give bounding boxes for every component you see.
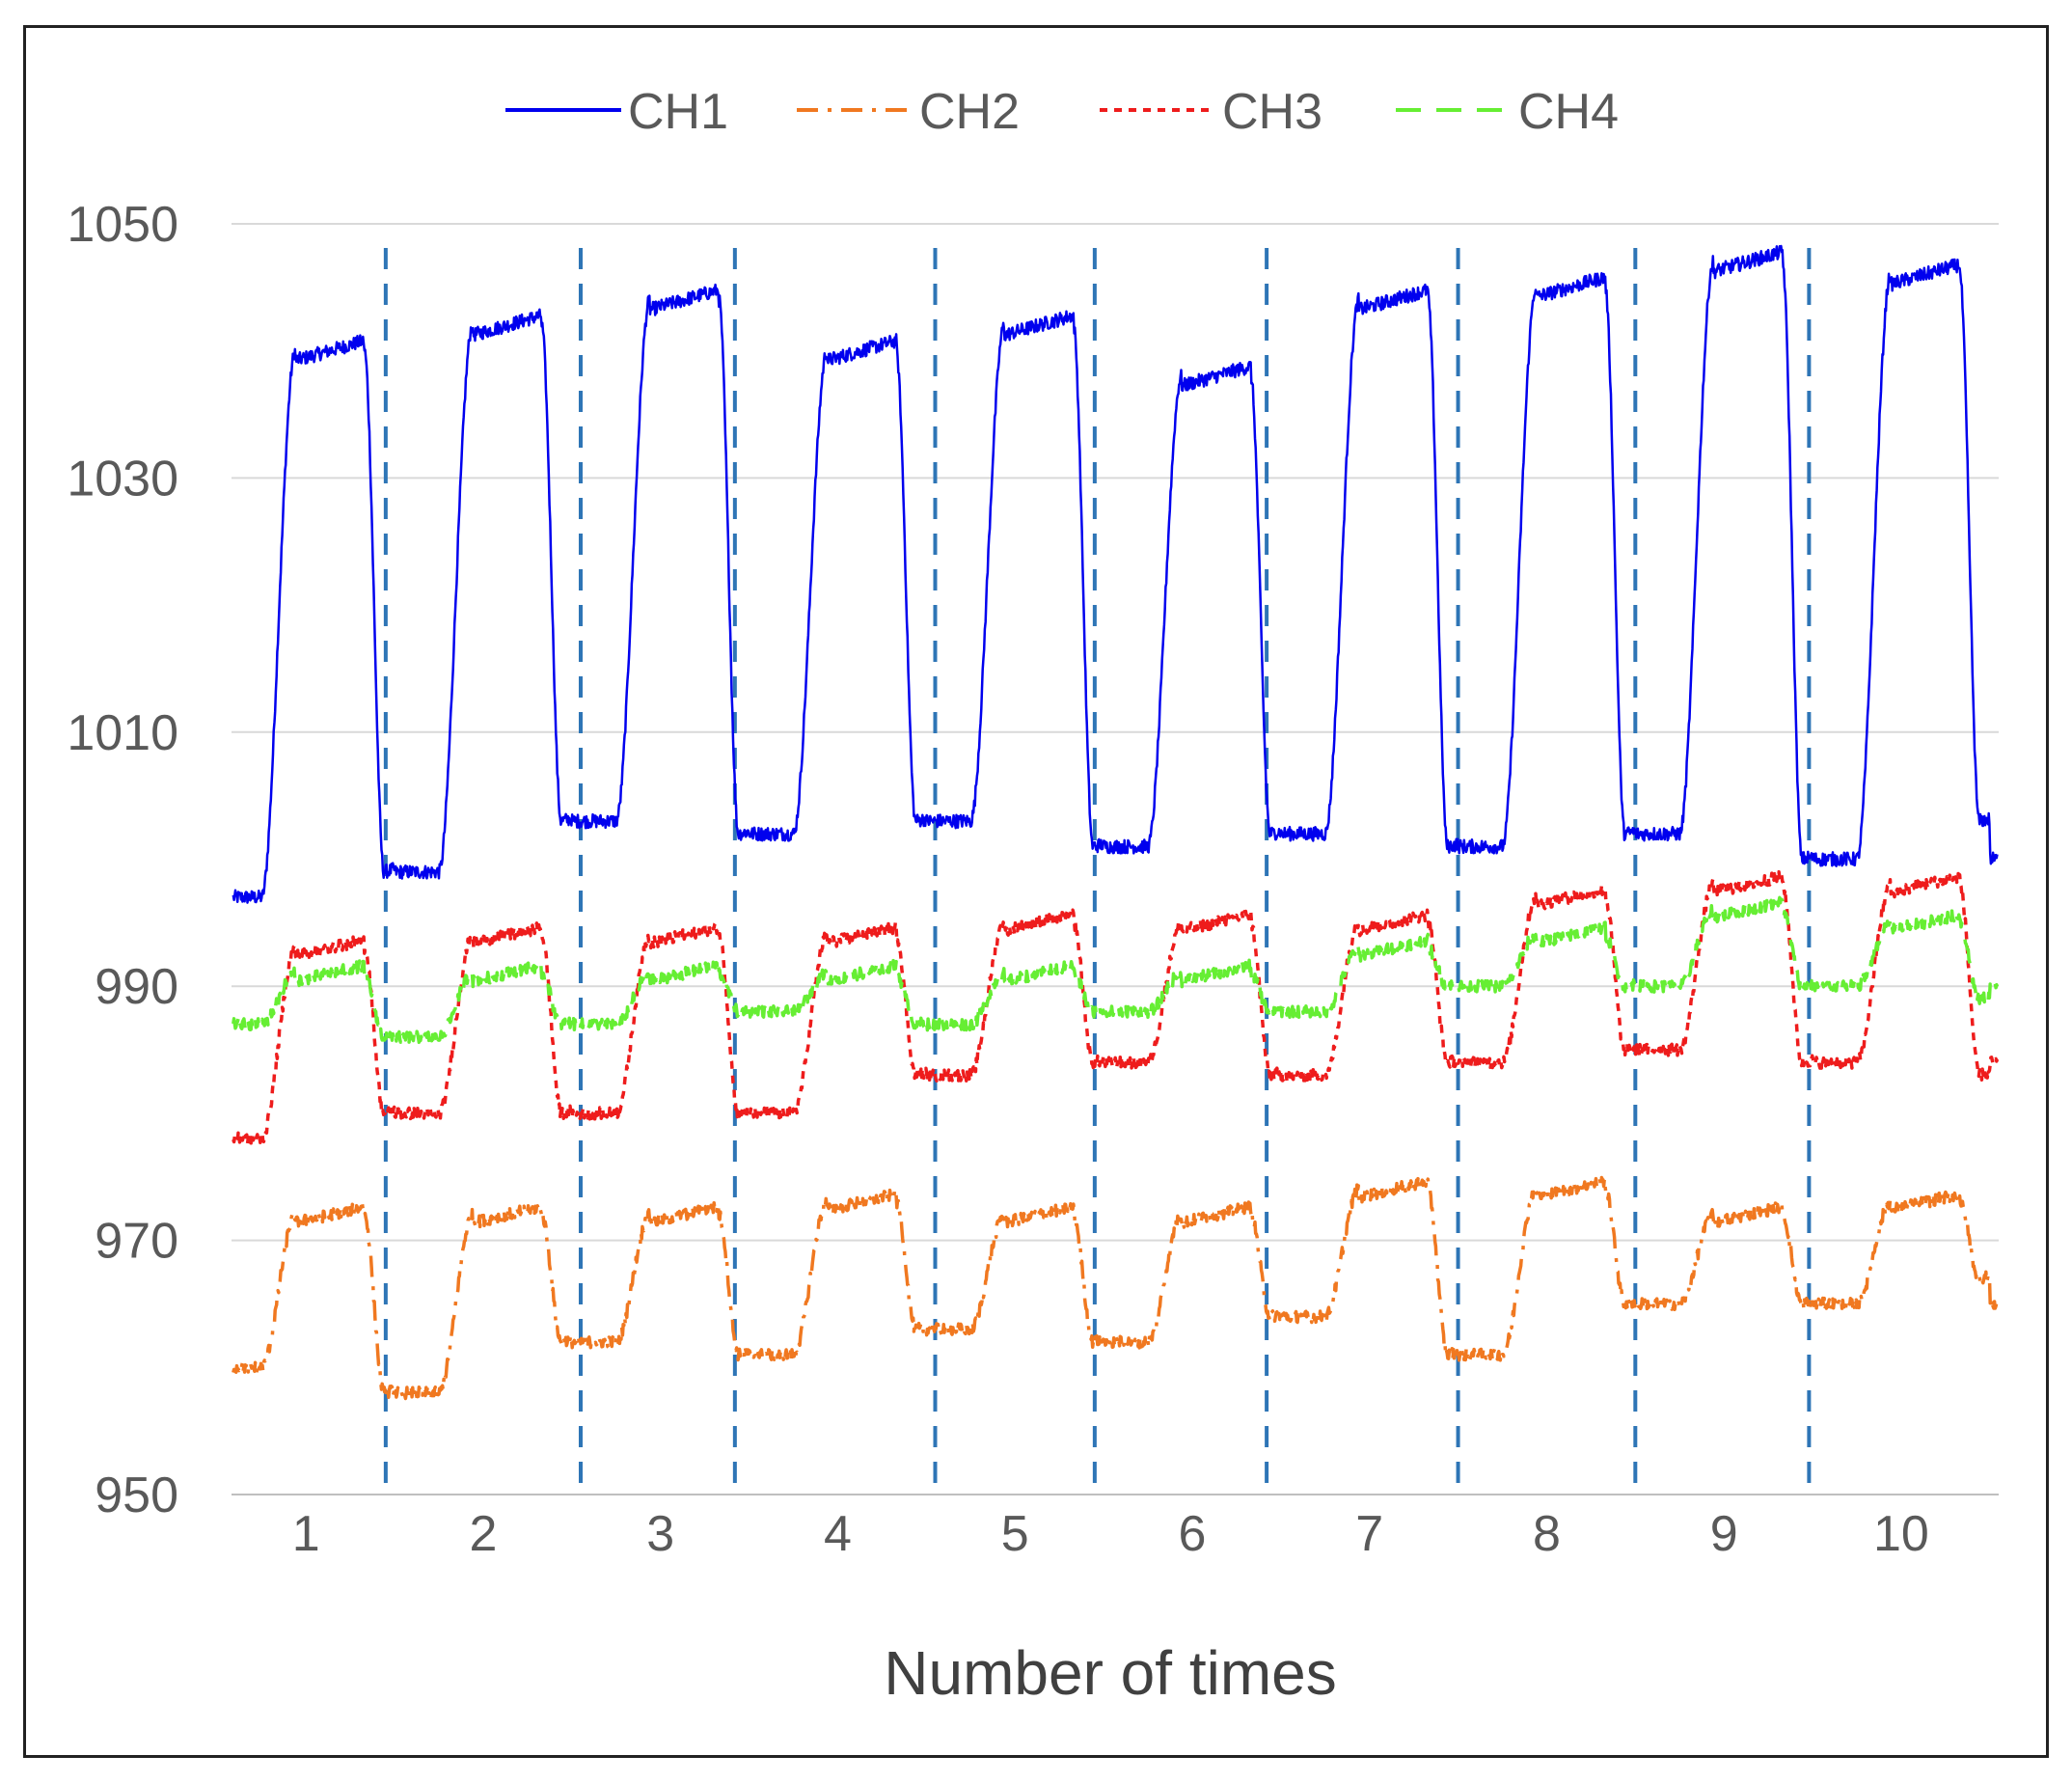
- x-tick-label: 3: [646, 1506, 674, 1562]
- x-tick-label: 6: [1178, 1506, 1206, 1562]
- chart-frame: 950 970 990 1010 1030 1050 1 2 3 4 5 6 7 8 9 10 CH1 CH2…: [23, 25, 2049, 1758]
- x-tick-label: 9: [1710, 1506, 1738, 1562]
- vertical-markers: [383, 248, 1812, 1493]
- y-tick-label: 1050: [67, 197, 178, 253]
- x-tick-label: 8: [1533, 1506, 1561, 1562]
- legend-label-ch2: CH2: [919, 84, 1020, 140]
- x-tick-label: 10: [1873, 1506, 1929, 1562]
- gridlines: [232, 223, 1999, 1495]
- y-axis-ticks: 950 970 990 1010 1030 1050: [67, 197, 178, 1523]
- x-tick-label: 7: [1355, 1506, 1383, 1562]
- x-tick-label: 5: [1001, 1506, 1029, 1562]
- x-tick-label: 4: [824, 1506, 852, 1562]
- series-lines: [232, 244, 2000, 1401]
- x-tick-label: 1: [292, 1506, 320, 1562]
- series-ch1-line: [232, 244, 1999, 904]
- y-tick-label: 950: [95, 1468, 178, 1523]
- x-axis-ticks: 1 2 3 4 5 6 7 8 9 10: [292, 1506, 1929, 1562]
- series-ch3-line: [232, 869, 2000, 1146]
- series-ch4-line: [232, 895, 2000, 1045]
- y-tick-label: 990: [95, 959, 178, 1015]
- legend-label-ch3: CH3: [1222, 84, 1322, 140]
- legend-label-ch1: CH1: [628, 84, 728, 140]
- legend: CH1 CH2 CH3 CH4: [505, 84, 1619, 140]
- x-tick-label: 2: [469, 1506, 497, 1562]
- y-tick-label: 1030: [67, 451, 178, 507]
- y-tick-label: 1010: [67, 705, 178, 761]
- series-ch2-line: [232, 1175, 2000, 1401]
- x-axis-label: Number of times: [884, 1638, 1336, 1708]
- line-chart: 950 970 990 1010 1030 1050 1 2 3 4 5 6 7 8 9 10 CH1 CH2…: [67, 84, 2000, 1708]
- y-tick-label: 970: [95, 1214, 178, 1270]
- legend-label-ch4: CH4: [1518, 84, 1619, 140]
